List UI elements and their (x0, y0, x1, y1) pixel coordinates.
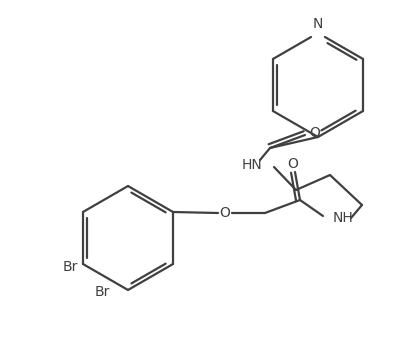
Text: N: N (312, 17, 322, 31)
Text: O: O (287, 157, 298, 171)
Text: Br: Br (63, 260, 78, 274)
Text: O: O (219, 206, 230, 220)
Text: HN: HN (241, 158, 261, 172)
Text: Br: Br (94, 285, 110, 299)
Text: O: O (309, 126, 320, 140)
Text: NH: NH (332, 211, 353, 225)
